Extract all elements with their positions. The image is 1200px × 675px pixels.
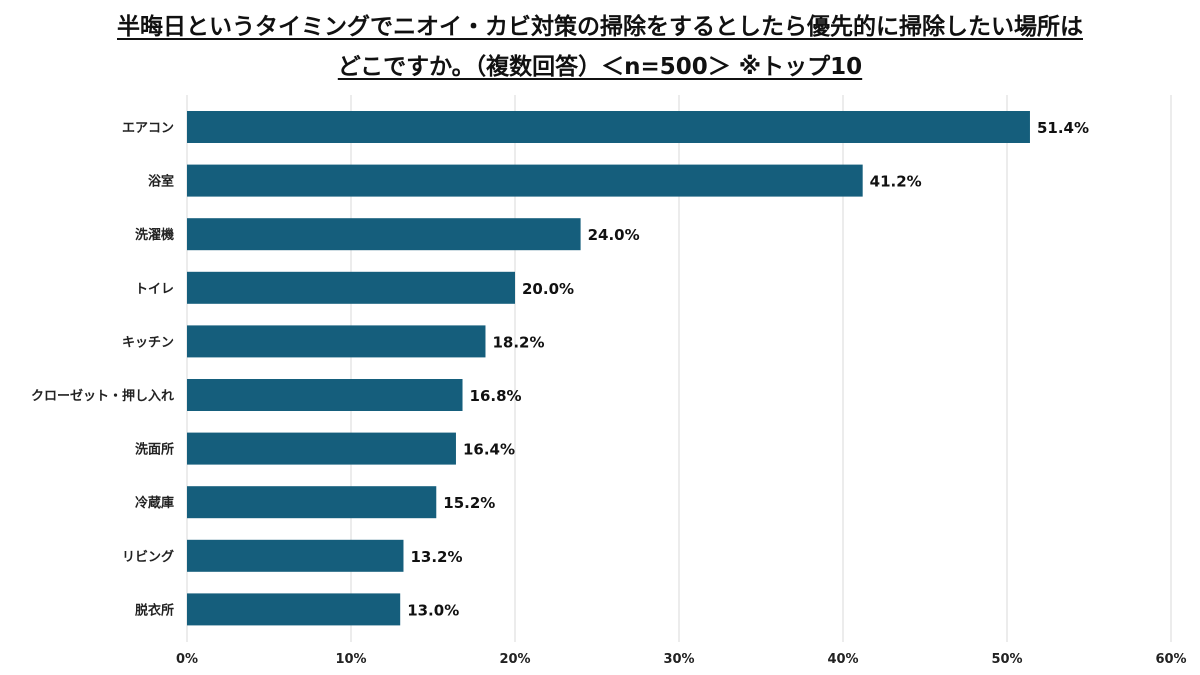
value-label: 15.2% bbox=[443, 494, 495, 512]
x-tick-label: 60% bbox=[1155, 652, 1186, 667]
category-label: 冷蔵庫 bbox=[135, 495, 174, 511]
bar bbox=[187, 111, 1030, 143]
value-label: 16.4% bbox=[463, 441, 515, 459]
bar bbox=[187, 486, 437, 519]
value-label: 13.0% bbox=[407, 601, 459, 619]
x-tick-label: 10% bbox=[335, 652, 366, 667]
category-label: リビング bbox=[122, 549, 174, 565]
category-label: 浴室 bbox=[148, 174, 174, 190]
category-label: エアコン bbox=[122, 121, 174, 136]
x-tick-label: 50% bbox=[991, 652, 1022, 667]
category-label: トイレ bbox=[135, 282, 174, 297]
x-tick-label: 0% bbox=[176, 652, 198, 667]
value-label: 16.8% bbox=[470, 387, 522, 405]
value-label: 51.4% bbox=[1037, 119, 1089, 137]
bar bbox=[187, 164, 863, 197]
value-label: 13.2% bbox=[410, 548, 462, 566]
bar bbox=[187, 593, 401, 626]
chart-title-line-2: どこですか。（複数回答）＜n=500＞ ※トップ10 bbox=[337, 54, 863, 80]
bar bbox=[187, 432, 456, 465]
value-label: 20.0% bbox=[522, 280, 574, 298]
category-label: クローゼット・押し入れ bbox=[31, 388, 174, 404]
category-label: 洗面所 bbox=[135, 442, 174, 458]
value-label: 41.2% bbox=[870, 173, 922, 191]
category-label: 洗濯機 bbox=[135, 227, 174, 243]
bar bbox=[187, 218, 581, 251]
x-tick-label: 20% bbox=[499, 652, 530, 667]
category-label: キッチン bbox=[122, 335, 174, 350]
chart-title-line-1: 半晦日というタイミングでニオイ・カビ対策の掃除をするとしたら優先的に掃除したい場… bbox=[117, 14, 1083, 40]
bar bbox=[187, 325, 486, 358]
value-label: 24.0% bbox=[588, 226, 640, 244]
bar bbox=[187, 271, 515, 304]
x-tick-label: 30% bbox=[663, 652, 694, 667]
category-label: 脱衣所 bbox=[135, 602, 174, 618]
x-tick-label: 40% bbox=[827, 652, 858, 667]
value-label: 18.2% bbox=[492, 333, 544, 351]
bar bbox=[187, 379, 463, 411]
bar bbox=[187, 539, 404, 572]
